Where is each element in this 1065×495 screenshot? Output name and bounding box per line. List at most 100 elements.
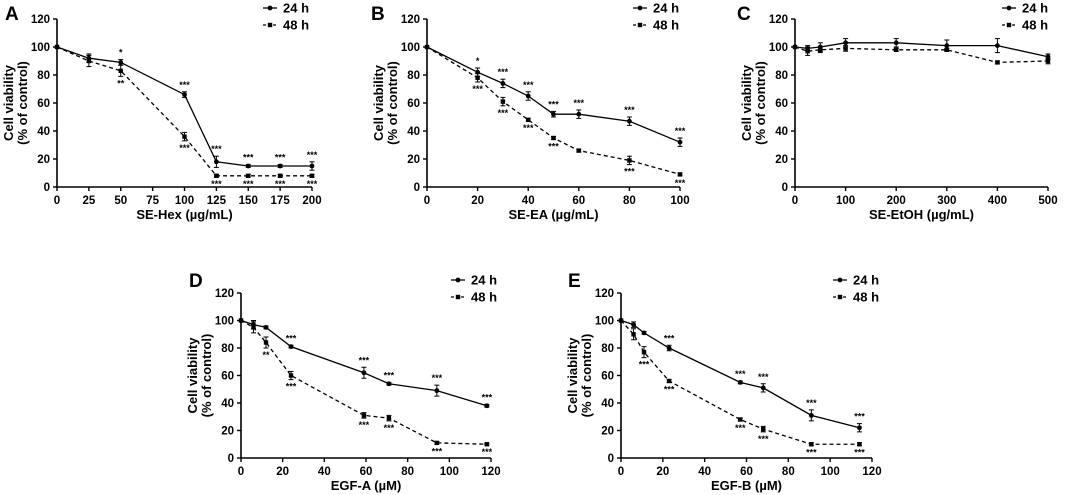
y-tick-label: 120 <box>769 14 788 26</box>
data-point-24h <box>808 412 814 418</box>
series-line-48h <box>794 46 1049 64</box>
x-tick-label: 20 <box>276 466 289 478</box>
legend-label: 24 h <box>653 1 679 16</box>
legend-marker-24h <box>1006 5 1012 11</box>
y-tick-label: 60 <box>407 98 420 110</box>
data-point-24h <box>666 345 672 351</box>
x-tick-label: 25 <box>82 195 95 207</box>
significance-label: ** <box>117 78 125 88</box>
data-point-24h <box>263 324 269 330</box>
significance-label: *** <box>482 447 493 457</box>
x-tick-label: 125 <box>207 195 227 207</box>
significance-label: *** <box>482 392 493 402</box>
data-point-48h <box>251 325 256 330</box>
x-tick-label: 100 <box>175 195 194 207</box>
legend-marker-48h <box>637 22 643 28</box>
legend-label: 24 h <box>1022 1 1048 16</box>
y-axis-title-line1: Cell viability <box>185 337 200 414</box>
y-tick-label: 60 <box>775 98 788 110</box>
x-tick-label: 0 <box>54 195 60 207</box>
y-tick-label: 60 <box>37 98 50 110</box>
y-tick-label: 20 <box>601 426 614 438</box>
y-tick-label: 100 <box>31 42 50 54</box>
x-tick-label: 500 <box>1038 195 1057 207</box>
y-tick-label: 20 <box>775 154 788 166</box>
y-tick-label: 80 <box>775 70 788 82</box>
significance-label: *** <box>624 105 635 115</box>
significance-label: *** <box>286 333 297 343</box>
series-line-24h <box>56 46 312 167</box>
y-tick-label: 40 <box>601 398 614 410</box>
data-point-48h <box>641 349 647 355</box>
significance-label: *** <box>211 144 222 154</box>
data-point-48h <box>944 47 949 52</box>
x-tick-label: 400 <box>988 195 1007 207</box>
data-point-48h <box>475 75 480 80</box>
y-tick-label: 0 <box>608 453 614 465</box>
data-point-24h <box>386 381 392 387</box>
data-point-48h <box>805 49 810 54</box>
y-tick-label: 80 <box>601 343 614 355</box>
legend-marker-48h <box>267 22 273 28</box>
data-point-24h <box>760 385 766 391</box>
data-point-48h <box>86 58 92 64</box>
significance-label: *** <box>498 67 509 77</box>
x-tick-label: 80 <box>623 195 636 207</box>
significance-label: *** <box>523 123 534 133</box>
x-tick-label: 200 <box>887 195 906 207</box>
x-tick-label: 200 <box>302 195 321 207</box>
legend-label: 48 h <box>283 18 309 33</box>
x-tick-label: 20 <box>471 195 484 207</box>
y-tick-label: 0 <box>782 182 788 194</box>
data-point-48h <box>386 415 392 421</box>
significance-label: *** <box>624 167 635 177</box>
significance-label: *** <box>548 99 559 109</box>
data-point-24h <box>288 344 294 350</box>
significance-label: *** <box>275 179 286 189</box>
data-point-48h <box>246 173 251 178</box>
data-point-48h <box>738 417 743 422</box>
significance-label: *** <box>275 153 286 163</box>
y-tick-label: 80 <box>407 70 420 82</box>
x-tick-label: 175 <box>271 195 291 207</box>
data-point-24h <box>641 330 647 336</box>
panel-letter: E <box>568 271 581 292</box>
data-point-24h <box>500 81 506 86</box>
y-tick-label: 60 <box>601 371 614 383</box>
series-line-24h <box>426 46 681 143</box>
data-point-48h <box>434 440 440 446</box>
significance-label: *** <box>179 143 190 153</box>
significance-label: *** <box>472 84 483 94</box>
y-tick-label: 20 <box>221 426 234 438</box>
y-tick-label: 20 <box>407 154 420 166</box>
significance-label: *** <box>758 434 769 444</box>
data-point-48h <box>484 442 490 447</box>
panel-letter: A <box>5 4 19 25</box>
panel-c: C 0 20 40 60 80 100 120 0 100 200 300 400 500 SE-EtOH … <box>737 1 1058 223</box>
panel-a: A 0 20 40 60 80 100 120 0 25 50 75 100 125 150 175 200 SE… <box>1 1 322 223</box>
y-tick-label: 60 <box>221 371 234 383</box>
significance-label: ** <box>262 350 270 360</box>
x-tick-label: 40 <box>318 466 331 478</box>
y-tick-label: 120 <box>215 288 234 300</box>
legend-marker-24h <box>837 277 843 283</box>
legend-marker-48h <box>837 294 843 300</box>
x-tick-label: 80 <box>782 466 795 478</box>
significance-label: *** <box>498 108 509 118</box>
x-tick-label: 40 <box>698 466 711 478</box>
data-point-48h <box>526 117 531 122</box>
y-axis-title-line2: (% of control) <box>199 334 214 418</box>
data-point-24h <box>525 93 531 99</box>
data-point-48h <box>894 47 899 52</box>
x-tick-label: 75 <box>146 195 159 207</box>
data-point-48h <box>792 44 798 50</box>
y-tick-label: 40 <box>221 398 234 410</box>
data-point-24h <box>627 118 632 124</box>
series-line-48h <box>620 320 860 445</box>
y-tick-label: 100 <box>769 42 788 54</box>
y-axis-title-line1: Cell viability <box>371 64 386 141</box>
data-point-48h <box>677 172 683 177</box>
data-point-48h <box>631 332 636 337</box>
significance-label: *** <box>548 141 559 151</box>
panel-letter: D <box>189 271 203 292</box>
